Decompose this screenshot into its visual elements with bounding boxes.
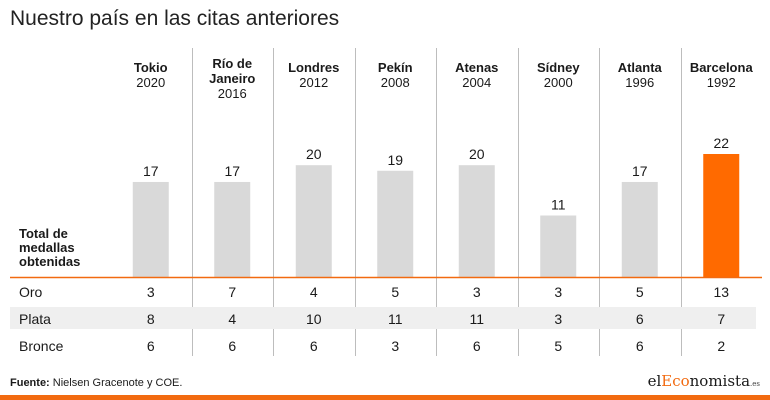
source-text: Nielsen Gracenote y COE. (49, 377, 183, 389)
bar (703, 154, 740, 277)
year: 1996 (625, 75, 655, 90)
bar (132, 181, 169, 277)
year: 2020 (136, 75, 166, 90)
column-header: Atenas 2004 (438, 60, 516, 90)
table-cell: 7 (717, 311, 726, 327)
table-cell: 6 (635, 311, 644, 327)
city-name: Sídney (536, 60, 580, 75)
table-cell: 13 (713, 284, 730, 300)
table-cell: 3 (554, 311, 563, 327)
bar-value-label: 17 (143, 163, 159, 179)
table-cell: 5 (391, 284, 400, 300)
column-separator (354, 48, 356, 356)
eleconomista-logo: elEconomista.es (648, 372, 760, 390)
table-cell: 6 (472, 338, 481, 354)
bar-value-label: 19 (387, 152, 403, 168)
table-cell: 3 (146, 284, 155, 300)
column-header: Río de Janeiro 2016 (193, 56, 271, 101)
logo-mid: Eco (661, 372, 690, 390)
table-cell: 5 (554, 338, 563, 354)
row-shade (10, 307, 756, 329)
city-name: Londres (288, 60, 340, 75)
bar-value-label: 17 (224, 163, 240, 179)
year: 2012 (299, 75, 329, 90)
bar (458, 165, 495, 277)
table-cell: 3 (554, 284, 563, 300)
bar-chart: 17 17 20 19 20 11 17 22 (10, 135, 762, 279)
table-cell: 8 (146, 311, 155, 327)
column-header: Sídney 2000 (519, 60, 597, 90)
city-name: Pekín (377, 60, 413, 75)
bar (621, 181, 658, 277)
table-cell: 6 (309, 338, 318, 354)
column-header: Tokio 2020 (112, 60, 190, 90)
logo-tld: .es (750, 380, 760, 388)
table-cell: 4 (228, 311, 237, 327)
column-separator (273, 48, 274, 356)
city-name: Atlanta (617, 60, 662, 75)
bar (214, 181, 251, 277)
city-name: Río de Janeiro (209, 56, 256, 86)
table-cell: 2 (717, 338, 726, 354)
column-separator (517, 48, 519, 356)
column-header: Atlanta 1996 (601, 60, 679, 90)
city-name: Tokio (133, 60, 168, 75)
bar (540, 215, 577, 277)
logo-suffix: nomista (689, 372, 751, 390)
row-label: Plata (19, 311, 51, 327)
source-label: Fuente: (10, 377, 50, 389)
bar (377, 170, 414, 277)
table-cell: 11 (387, 311, 403, 327)
table-cell: 11 (469, 311, 485, 327)
row-label: Oro (19, 284, 43, 300)
total-medals-label: Total de medallas obtenidas (19, 226, 81, 269)
column-separator (680, 48, 682, 356)
column-separator (436, 48, 437, 356)
column-separator (191, 48, 193, 356)
source-note: Fuente: Nielsen Gracenote y COE. (10, 377, 182, 389)
bar-value-label: 11 (551, 197, 566, 213)
year: 2016 (217, 86, 247, 101)
year: 2004 (462, 75, 492, 90)
year: 1992 (706, 75, 736, 90)
year: 2008 (380, 75, 410, 90)
table-cell: 3 (391, 338, 400, 354)
logo-prefix: el (647, 372, 662, 390)
row-label: Bronce (19, 338, 64, 354)
table-cell: 6 (146, 338, 155, 354)
city-name: Barcelona (689, 60, 753, 75)
table-cell: 5 (635, 284, 644, 300)
city-name: Atenas (455, 60, 499, 75)
column-header: Londres 2012 (275, 60, 353, 90)
table-cell: 4 (309, 284, 318, 300)
bar-value-label: 20 (306, 146, 322, 162)
bar-value-label: 20 (469, 146, 485, 162)
year: 2000 (543, 75, 573, 90)
column-separator (599, 48, 600, 356)
bar (295, 165, 332, 277)
table-cell: 7 (228, 284, 237, 300)
column-header: Barcelona 1992 (682, 60, 760, 90)
bar-value-label: 17 (632, 163, 648, 179)
page-title: Nuestro país en las citas anteriores (10, 7, 340, 30)
table-cell: 6 (635, 338, 644, 354)
bottom-accent-bar (0, 395, 770, 400)
column-header: Pekín 2008 (356, 60, 434, 90)
table-cell: 10 (305, 311, 322, 327)
table-cell: 6 (228, 338, 237, 354)
table-cell: 3 (472, 284, 481, 300)
bar-value-label: 22 (713, 135, 729, 151)
